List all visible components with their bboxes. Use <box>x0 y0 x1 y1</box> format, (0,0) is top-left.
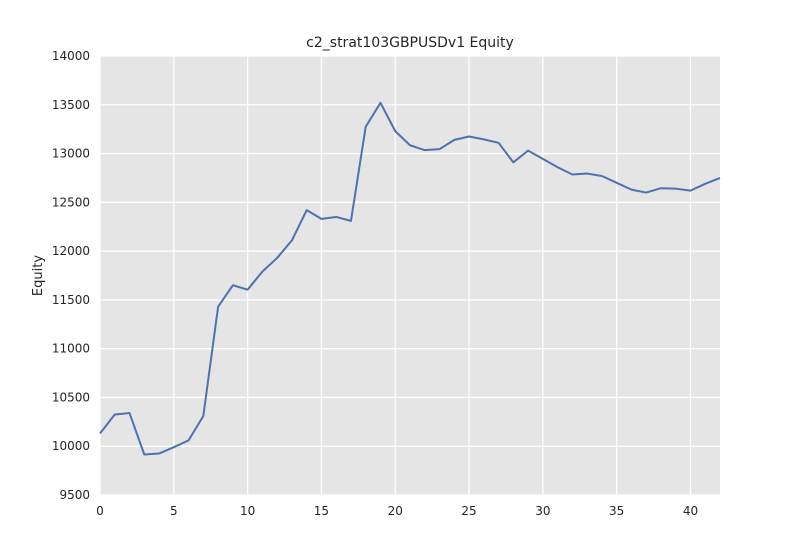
y-tick-label: 12000 <box>52 244 90 258</box>
y-tick-labels: 9500 10000 10500 11000 11500 12000 12500 13000 1… <box>52 49 90 502</box>
y-tick-label: 12500 <box>52 195 90 209</box>
x-tick-label: 15 <box>314 504 329 518</box>
series-layer <box>99 101 721 456</box>
y-axis-title: Equity <box>31 255 46 296</box>
y-tick-label: 11000 <box>52 342 90 356</box>
x-tick-label: 5 <box>170 504 178 518</box>
grid-lines <box>99 55 720 496</box>
x-tick-label: 40 <box>683 504 698 518</box>
y-tick-label: 14000 <box>52 49 90 63</box>
x-tick-label: 20 <box>388 504 403 518</box>
x-tick-label: 0 <box>96 504 104 518</box>
x-tick-label: 25 <box>461 504 476 518</box>
equity-series-line <box>99 101 721 456</box>
y-tick-label: 13000 <box>52 147 90 161</box>
y-tick-label: 10000 <box>52 439 90 453</box>
x-tick-label: 35 <box>609 504 624 518</box>
plot-background <box>100 56 720 495</box>
chart-title: c2_strat103GBPUSDv1 Equity <box>306 35 514 51</box>
y-tick-label: 10500 <box>52 390 90 404</box>
x-tick-label: 10 <box>240 504 255 518</box>
y-tick-label: 11500 <box>52 293 90 307</box>
x-tick-label: 30 <box>535 504 550 518</box>
y-tick-label: 9500 <box>59 488 90 502</box>
x-tick-labels: 0 5 10 15 20 25 30 35 40 <box>96 504 698 518</box>
y-tick-label: 13500 <box>52 98 90 112</box>
